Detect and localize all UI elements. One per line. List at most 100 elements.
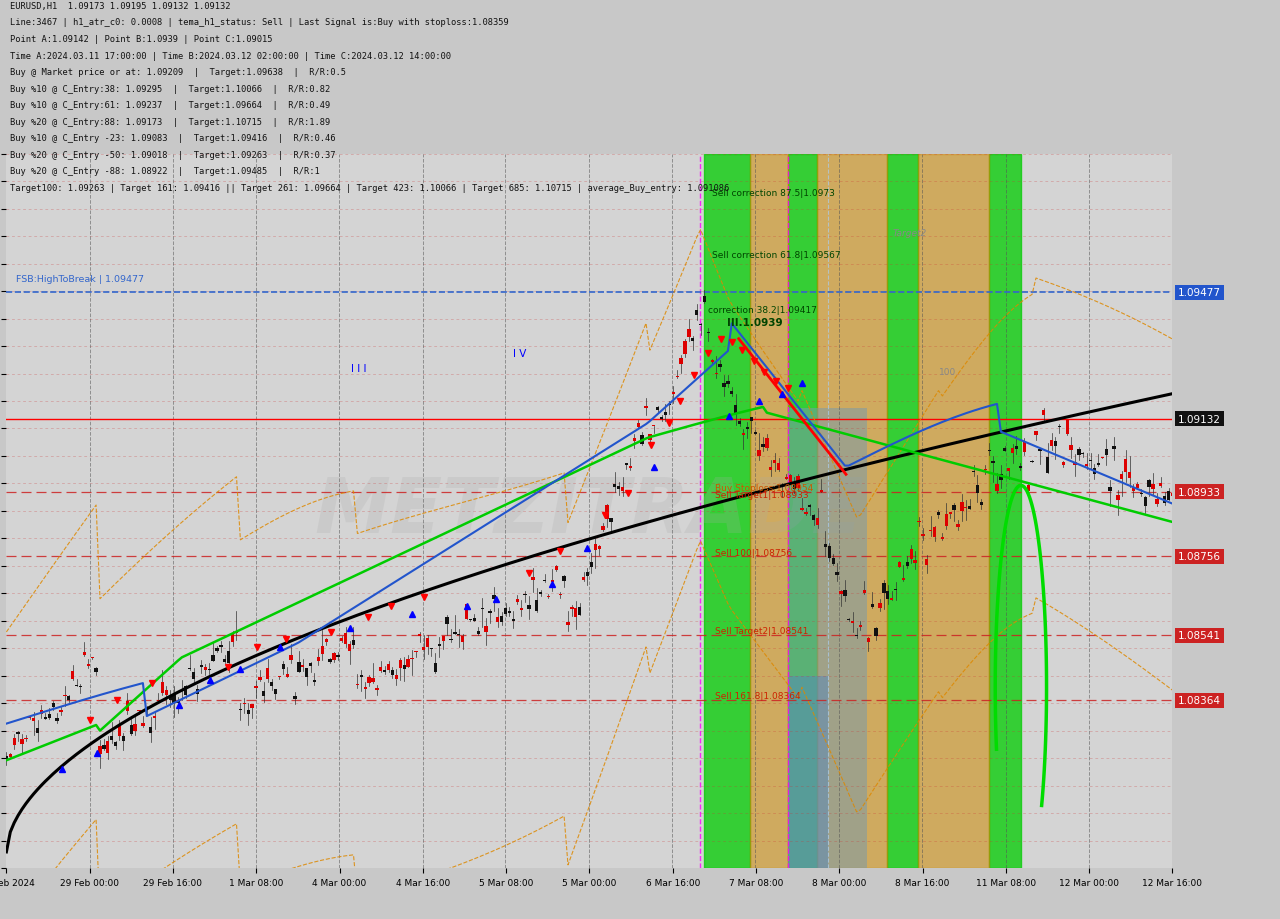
Bar [445, 617, 449, 624]
Bar [5, 756, 8, 760]
Bar [411, 658, 413, 660]
Text: III.1.0939: III.1.0939 [727, 318, 782, 328]
Bar [438, 644, 440, 646]
Bar [762, 445, 764, 448]
Bar [293, 696, 297, 699]
Bar [192, 673, 196, 680]
Bar [788, 476, 792, 482]
Bar [726, 381, 730, 384]
Text: 1.08364: 1.08364 [1178, 696, 1221, 706]
Bar [1101, 458, 1103, 459]
Bar [787, 154, 817, 868]
Bar [20, 740, 23, 744]
Bar [750, 154, 787, 868]
Text: FSB:HighToBreak | 1.09477: FSB:HighToBreak | 1.09477 [15, 275, 143, 284]
Bar [855, 635, 858, 636]
Bar [699, 324, 703, 325]
Bar [87, 664, 90, 666]
Text: 1.08541: 1.08541 [1178, 630, 1221, 641]
Bar [844, 591, 846, 596]
Bar [1105, 449, 1107, 455]
Bar [964, 507, 968, 509]
Bar [129, 725, 133, 734]
Bar [815, 518, 819, 525]
Bar [628, 467, 632, 468]
Bar [1116, 495, 1120, 501]
Bar [177, 701, 179, 703]
Bar [836, 573, 838, 575]
Bar [657, 407, 659, 411]
Bar [887, 154, 918, 868]
Text: Target100: 1.09263 | Target 161: 1.09416 || Target 261: 1.09664 | Target 423: 1.: Target100: 1.09263 | Target 161: 1.09416… [10, 184, 730, 193]
Bar [660, 417, 663, 420]
Bar [312, 680, 316, 682]
Bar [863, 590, 867, 594]
Bar [47, 714, 51, 718]
Bar [704, 154, 750, 868]
Bar [472, 618, 476, 621]
Bar [1034, 432, 1038, 436]
Bar [63, 696, 67, 697]
Bar [500, 617, 503, 622]
Bar [648, 435, 652, 440]
Bar [668, 404, 671, 405]
Bar [1143, 497, 1147, 506]
Bar [270, 682, 273, 686]
Text: Buy %20 @ C_Entry -88: 1.08922  |  Target:1.09485  |  R/R:1: Buy %20 @ C_Entry -88: 1.08922 | Target:… [10, 167, 320, 176]
Bar [348, 644, 351, 651]
Bar [579, 607, 581, 615]
Bar [680, 358, 682, 365]
Bar [636, 423, 640, 427]
Bar [442, 637, 445, 641]
Bar [145, 709, 148, 710]
Bar [1108, 487, 1112, 492]
Bar [893, 589, 897, 590]
Bar [1050, 440, 1053, 447]
Text: I V: I V [513, 349, 526, 359]
Bar [51, 703, 55, 708]
Bar [632, 438, 636, 441]
Bar [1132, 489, 1135, 492]
Text: Target2: Target2 [892, 229, 927, 238]
Bar [906, 562, 909, 566]
Text: Sell 161.8|1.08364: Sell 161.8|1.08364 [716, 691, 801, 700]
Bar [453, 633, 457, 634]
Bar [422, 648, 425, 651]
Bar [278, 676, 282, 677]
Bar [383, 670, 387, 673]
Bar [1097, 464, 1100, 466]
Bar [983, 469, 987, 471]
Bar [781, 491, 785, 493]
Bar [590, 562, 593, 567]
Bar [24, 738, 28, 740]
Bar [106, 742, 109, 754]
Bar [13, 738, 15, 745]
Bar [165, 690, 168, 696]
Bar [1019, 466, 1021, 468]
Text: Sell correction 87.5|1.0973: Sell correction 87.5|1.0973 [712, 188, 835, 198]
Text: Buy Stoploss:1.08954: Buy Stoploss:1.08954 [716, 483, 814, 492]
Bar [308, 663, 312, 666]
Bar [968, 507, 972, 509]
Bar [1042, 411, 1046, 415]
Bar [449, 640, 453, 641]
Text: Buy %10 @ C_Entry:38: 1.09295  |  Target:1.10066  |  R/R:0.82: Buy %10 @ C_Entry:38: 1.09295 | Target:1… [10, 85, 330, 94]
Bar [337, 655, 339, 658]
Bar [184, 686, 187, 696]
Bar [234, 631, 238, 633]
Bar [321, 647, 324, 654]
Bar [722, 383, 726, 387]
Bar [1038, 450, 1042, 451]
Bar [1027, 486, 1030, 492]
Bar [832, 559, 835, 564]
Bar [914, 561, 916, 563]
Bar [79, 686, 82, 687]
Bar [840, 591, 842, 595]
Bar [219, 646, 223, 647]
Bar [582, 578, 585, 581]
Bar [154, 717, 156, 719]
Bar [340, 639, 343, 641]
Bar [36, 728, 40, 733]
Bar [223, 659, 227, 662]
Bar [796, 477, 800, 489]
